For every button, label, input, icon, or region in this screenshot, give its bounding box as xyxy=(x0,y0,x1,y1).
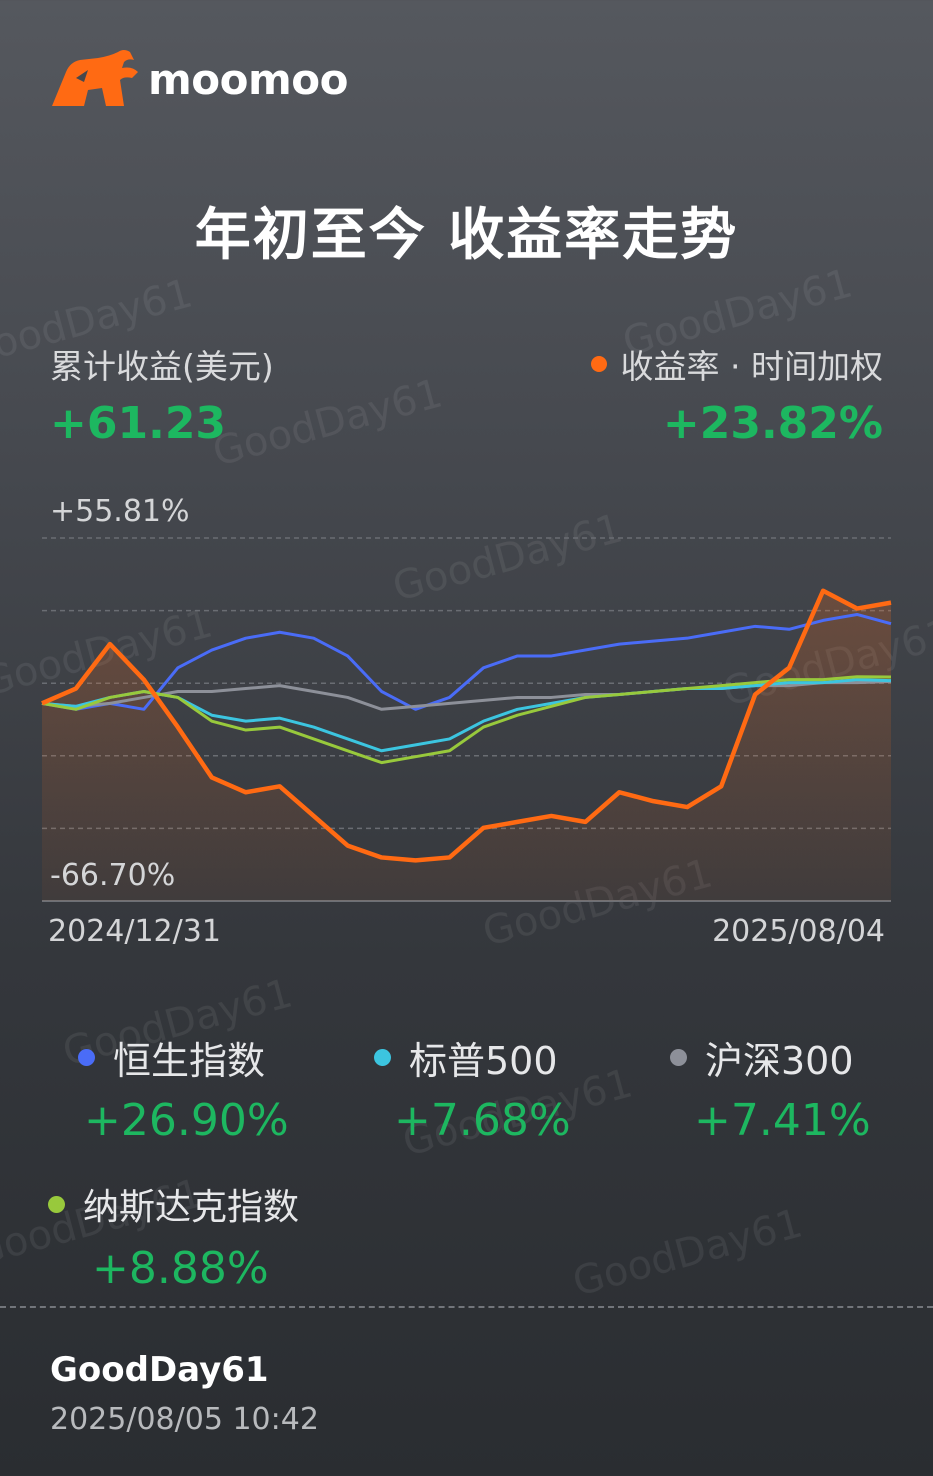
y-axis-top-label: +55.81% xyxy=(50,494,190,529)
page-title: 年初至今 收益率走势 xyxy=(194,203,739,268)
legend-dot-icon xyxy=(48,1195,65,1213)
legend-value-spx: +7.68% xyxy=(394,1095,571,1146)
legend-label: 沪深300 xyxy=(705,1039,854,1083)
series-line-hsi xyxy=(41,612,892,711)
return-rate-label: 收益率 · 时间加权 xyxy=(590,340,883,388)
timestamp: 2025/08/05 10:42 xyxy=(50,1402,319,1437)
return-chart: +55.81% -66.70% 2024/12/31 2025/08/04 xyxy=(0,490,933,960)
legend-label: 标普500 xyxy=(409,1039,558,1083)
username: GoodDay61 xyxy=(50,1350,269,1390)
legend-dot-icon xyxy=(78,1049,95,1066)
legend-dot-icon xyxy=(670,1049,687,1066)
brand-logo: moomoo xyxy=(48,48,348,110)
legend-label: 恒生指数 xyxy=(113,1039,266,1083)
chart-plot xyxy=(41,537,892,902)
footer-divider xyxy=(0,1306,933,1308)
series-line-portfolio xyxy=(41,588,892,863)
legend-item-csi300: 沪深300 xyxy=(670,1030,854,1085)
x-axis-end-label: 2025/08/04 xyxy=(712,914,885,949)
portfolio-dot-icon xyxy=(590,356,607,372)
cumulative-return-value: +61.23 xyxy=(50,398,227,449)
legend-item-nasdaq: 纳斯达克指数 xyxy=(48,1178,299,1230)
legend-value-csi300: +7.41% xyxy=(694,1095,871,1146)
legend-value-nasdaq: +8.88% xyxy=(92,1243,269,1294)
bull-logo-icon xyxy=(52,50,138,106)
return-rate-value: +23.82% xyxy=(662,398,883,449)
legend-label: 纳斯达克指数 xyxy=(83,1187,300,1228)
brand-name: moomoo xyxy=(148,54,348,104)
legend-value-hsi: +26.90% xyxy=(84,1095,289,1146)
legend-item-spx: 标普500 xyxy=(374,1030,558,1085)
cumulative-return-label: 累计收益(美元) xyxy=(50,347,274,386)
x-axis-start-label: 2024/12/31 xyxy=(48,914,221,949)
return-rate-label-text: 收益率 · 时间加权 xyxy=(620,347,883,386)
series-line-nasdaq xyxy=(41,675,892,765)
watermark: GoodDay61 xyxy=(568,1200,808,1306)
portfolio-area xyxy=(42,590,891,901)
y-axis-bottom-label: -66.70% xyxy=(50,858,176,893)
legend-item-hsi: 恒生指数 xyxy=(78,1030,265,1085)
legend-dot-icon xyxy=(374,1049,391,1066)
